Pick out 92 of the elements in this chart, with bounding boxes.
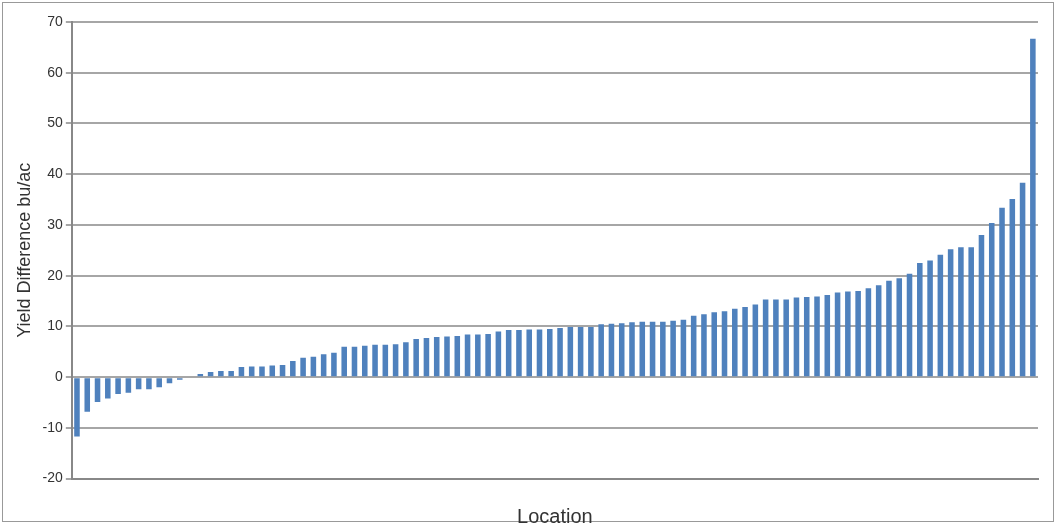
bar xyxy=(361,345,368,377)
y-tick-label: 70 xyxy=(47,12,64,29)
bar xyxy=(927,260,933,377)
bar xyxy=(433,337,440,377)
bar xyxy=(865,288,872,377)
bar xyxy=(618,323,625,377)
bar xyxy=(259,366,265,377)
bar xyxy=(536,329,543,377)
bar xyxy=(886,280,892,377)
bar xyxy=(608,323,615,377)
bar xyxy=(423,338,430,377)
bar xyxy=(495,331,502,377)
bar xyxy=(567,326,574,377)
bar xyxy=(670,320,676,377)
y-tick-label: 40 xyxy=(47,165,64,182)
y-tick-label: 10 xyxy=(47,317,64,334)
bar xyxy=(505,329,512,377)
bar xyxy=(454,336,461,377)
bar xyxy=(906,273,913,377)
bar xyxy=(84,378,91,412)
bar xyxy=(403,342,409,377)
bar xyxy=(732,308,738,377)
bar xyxy=(588,326,594,377)
y-tick-label: 30 xyxy=(47,215,64,232)
bar xyxy=(248,366,255,377)
y-axis-title: Yield Difference bu/ac xyxy=(13,162,34,338)
bar xyxy=(516,329,522,377)
bar xyxy=(721,311,728,377)
bar xyxy=(711,312,718,377)
y-tick-label: 60 xyxy=(47,63,64,80)
bar xyxy=(105,378,111,399)
bar xyxy=(115,378,121,394)
bar xyxy=(783,299,789,377)
bar xyxy=(834,292,841,377)
bar xyxy=(639,321,646,377)
bar xyxy=(958,247,964,377)
bar xyxy=(793,297,800,377)
bar xyxy=(475,334,481,377)
bar xyxy=(413,339,419,377)
bar xyxy=(156,378,162,388)
bar xyxy=(444,336,450,377)
y-tick-label: 20 xyxy=(47,266,64,283)
bar xyxy=(660,321,666,377)
y-tick-label: 0 xyxy=(55,367,64,384)
bar xyxy=(999,207,1005,377)
bar xyxy=(701,314,707,377)
bar xyxy=(855,290,861,377)
bar xyxy=(74,378,80,437)
bar xyxy=(937,254,944,377)
bar xyxy=(146,378,152,390)
bar xyxy=(947,249,954,377)
bar xyxy=(978,235,985,377)
bar xyxy=(968,247,974,377)
bar xyxy=(197,374,204,377)
bar xyxy=(300,357,306,377)
bar xyxy=(814,296,820,377)
bar xyxy=(649,321,656,377)
bar xyxy=(228,371,234,377)
bar xyxy=(629,322,635,377)
bar xyxy=(372,344,378,377)
bar xyxy=(341,346,347,377)
bar xyxy=(290,360,296,377)
bar xyxy=(773,299,779,377)
bar xyxy=(824,294,831,377)
bar xyxy=(690,315,697,377)
bar xyxy=(547,328,553,377)
bar xyxy=(1030,38,1036,377)
bar xyxy=(1009,199,1016,377)
y-tick-label: 50 xyxy=(47,114,64,131)
bar xyxy=(331,352,337,377)
bar xyxy=(742,307,748,377)
bar xyxy=(485,334,491,377)
bar xyxy=(557,327,563,377)
bar xyxy=(125,378,132,393)
y-tick-label: -20 xyxy=(42,469,64,486)
bar xyxy=(94,378,101,402)
bar xyxy=(526,329,532,377)
bar xyxy=(218,371,224,377)
bar xyxy=(896,278,903,377)
bar xyxy=(845,291,851,377)
bar xyxy=(917,262,923,377)
bar xyxy=(320,354,327,377)
bar xyxy=(803,296,810,377)
bar xyxy=(1019,182,1026,377)
bar xyxy=(392,344,399,377)
bar xyxy=(598,324,604,377)
bar xyxy=(988,222,995,377)
bar xyxy=(875,285,882,377)
y-tick-label: -10 xyxy=(42,418,64,435)
x-axis-title: Location xyxy=(517,504,593,527)
bar xyxy=(577,326,584,377)
bar xyxy=(269,365,276,377)
